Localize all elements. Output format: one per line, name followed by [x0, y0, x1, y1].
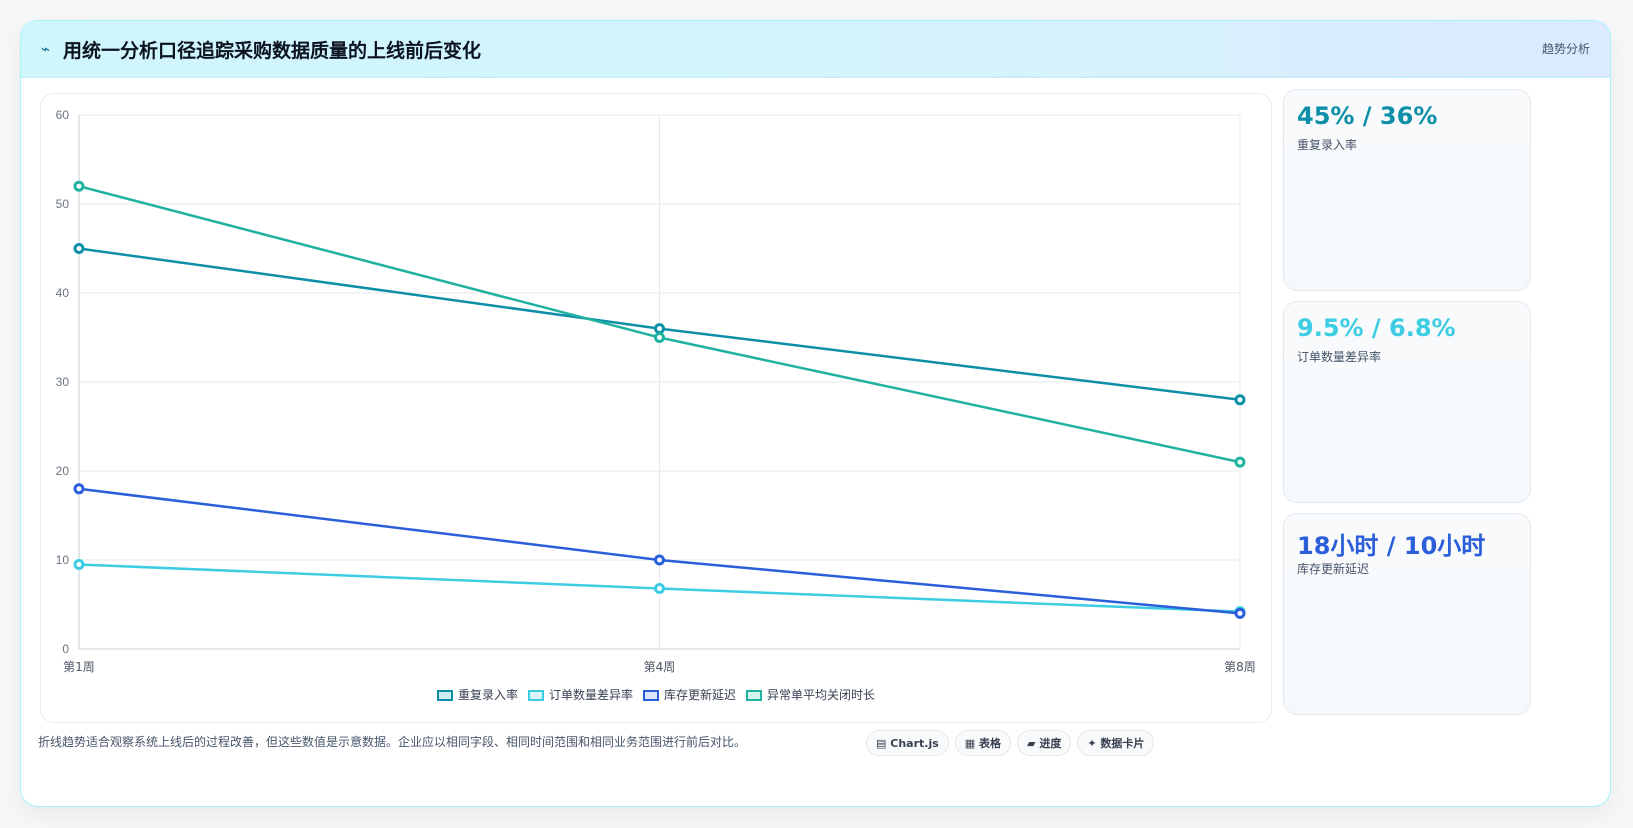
data-point: [1234, 607, 1246, 619]
chip-data-cards[interactable]: ✦ 数据卡片: [1077, 730, 1155, 756]
line-chart: 0 10 20 30 40 50 60 第1周 第4周 第8周: [56, 108, 1256, 674]
kpi-label: 重复录入率: [1297, 138, 1358, 152]
data-point: [654, 323, 665, 335]
data-point: [654, 332, 665, 343]
chip-progress[interactable]: ▰ 进度: [1017, 730, 1072, 756]
legend-item[interactable]: 库存更新延迟: [643, 686, 736, 703]
legend-swatch: [436, 690, 453, 701]
dashboard-card: ⌁ 用统一分析口径追踪采购数据质量的上线前后变化 趋势分析 0 10 20 30 40 5…: [20, 20, 1611, 807]
chip-label: 表格: [979, 737, 1002, 750]
chart-legend: 重复录入率 订单数量差异率 库存更新延迟 异常单平均关闭时长: [41, 684, 1271, 703]
y-tick-label: 40: [56, 286, 70, 300]
legend-item[interactable]: 异常单平均关闭时长: [746, 686, 875, 703]
kpi-value: 9.5% / 6.8%: [1297, 314, 1456, 342]
data-point: [73, 558, 85, 570]
chip-table[interactable]: ▦ 表格: [954, 730, 1012, 756]
kpi-label: 订单数量差异率: [1297, 350, 1382, 364]
card-header: ⌁ 用统一分析口径追踪采购数据质量的上线前后变化 趋势分析: [21, 21, 1610, 78]
progress-icon: ▰: [1027, 737, 1036, 750]
legend-label: 库存更新延迟: [664, 688, 737, 702]
legend-swatch: [527, 690, 544, 701]
x-tick-label: 第4周: [644, 660, 676, 674]
chip-label: Chart.js: [890, 737, 939, 750]
kpi-card-quantity-variance: 9.5% / 6.8% 订单数量差异率: [1283, 301, 1531, 503]
data-point: [73, 483, 85, 495]
data-point: [73, 180, 85, 192]
y-tick-label: 20: [56, 464, 70, 478]
sparkle-icon: ✦: [1087, 737, 1097, 750]
legend-label: 订单数量差异率: [548, 688, 633, 702]
y-tick-label: 30: [56, 375, 70, 389]
legend-label: 重复录入率: [457, 688, 518, 702]
footer-note: 折线趋势适合观察系统上线后的过程改善，但这些数值是示意数据。企业应以相同字段、相…: [38, 735, 747, 749]
chip-label: 数据卡片: [1100, 737, 1145, 750]
data-point: [1234, 394, 1246, 406]
view-chips: ▤ Chart.js ▦ 表格 ▰ 进度 ✦ 数据卡片: [866, 730, 1160, 756]
x-tick-label: 第1周: [63, 660, 95, 674]
kpi-card-inventory-delay: 18小时 / 10小时 库存更新延迟: [1283, 513, 1531, 715]
legend-item[interactable]: 重复录入率: [436, 686, 518, 703]
table-icon: ▦: [964, 737, 976, 750]
data-point: [73, 243, 85, 254]
chip-chartjs[interactable]: ▤ Chart.js: [866, 730, 949, 756]
kpi-card-duplicate-entry: 45% / 36% 重复录入率: [1283, 89, 1531, 291]
x-tick-label: 第8周: [1224, 660, 1256, 674]
y-tick-label: 10: [56, 553, 70, 567]
chart-icon: ▤: [876, 737, 887, 750]
kpi-value: 45% / 36%: [1297, 102, 1438, 130]
legend-item[interactable]: 订单数量差异率: [527, 686, 633, 703]
data-point: [654, 582, 665, 594]
trend-analysis-tag: 趋势分析: [1541, 42, 1590, 56]
kpi-value: 18小时 / 10小时: [1297, 532, 1486, 560]
legend-swatch: [746, 690, 763, 701]
trend-icon: ⌁: [41, 40, 51, 58]
legend-swatch: [643, 690, 659, 701]
y-tick-label: 0: [62, 642, 69, 656]
legend-label: 异常单平均关闭时长: [767, 688, 876, 702]
data-point: [1234, 456, 1246, 468]
line-chart-panel: 0 10 20 30 40 50 60 第1周 第4周 第8周 重复录入率 订单数量差异率 库存更新延…: [40, 93, 1272, 723]
kpi-label: 库存更新延迟: [1297, 562, 1370, 576]
chip-label: 进度: [1039, 737, 1062, 750]
page-title: 用统一分析口径追踪采购数据质量的上线前后变化: [63, 40, 482, 62]
y-tick-label: 50: [56, 197, 70, 211]
y-tick-label: 60: [56, 108, 70, 122]
data-point: [654, 554, 665, 566]
